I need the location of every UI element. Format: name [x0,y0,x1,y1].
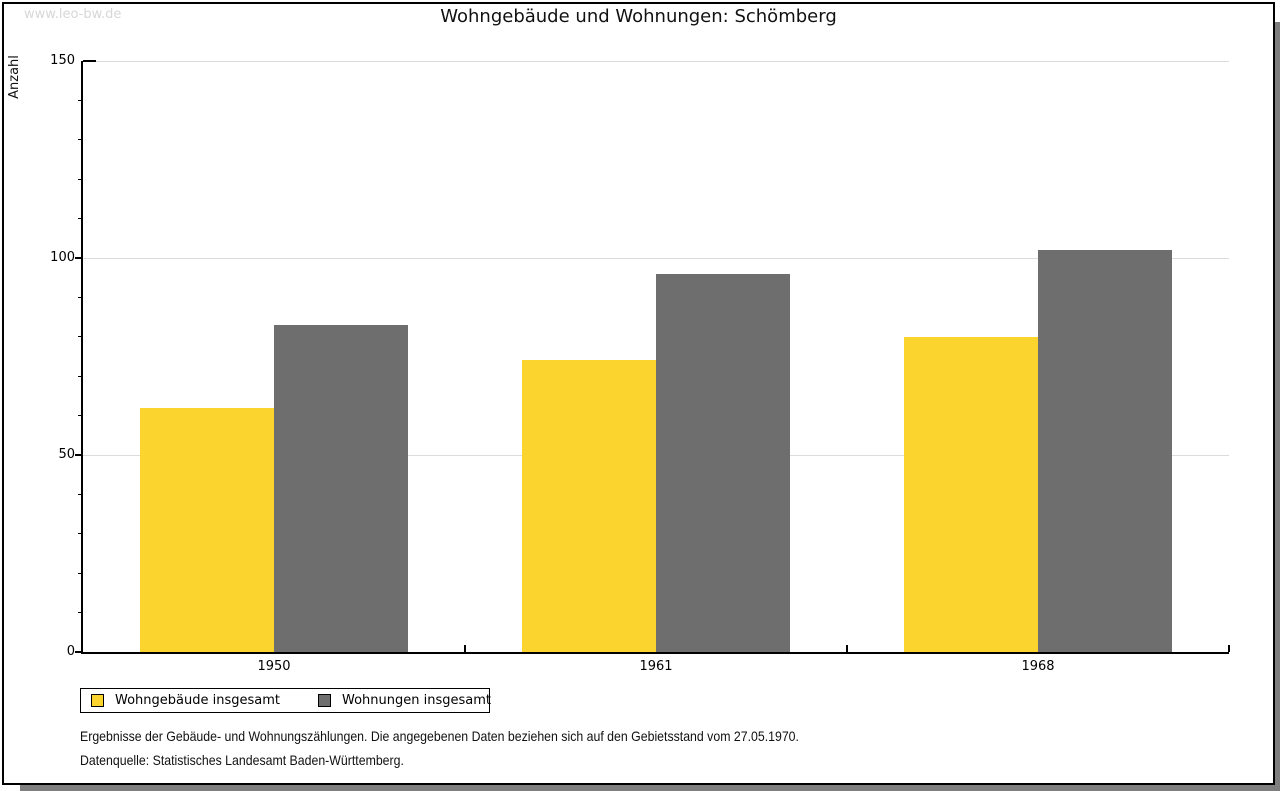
legend-item: Wohnungen insgesamt [318,693,491,708]
y-axis-major-tick [75,454,83,456]
y-axis-minor-tick [78,139,83,141]
y-axis-minor-tick [78,533,83,535]
legend-swatch-icon [318,694,331,707]
bar-1968-series-1 [1038,250,1172,652]
bar-1968-series-0 [904,336,1038,652]
legend: Wohngebäude insgesamt Wohnungen insgesamt [80,688,491,713]
y-axis-tick-label: 0 [66,644,75,659]
legend-item: Wohngebäude insgesamt [91,693,280,708]
footnote-data-source: Datenquelle: Statistisches Landesamt Bad… [80,752,404,768]
x-axis-boundary-tick [464,645,466,652]
y-axis-top-cap [83,60,96,62]
x-axis-boundary-tick [1228,645,1230,652]
y-axis-minor-tick [78,296,83,298]
y-axis-major-tick [75,257,83,259]
y-axis-tick-label: 50 [58,447,75,462]
x-axis-category-label-1968: 1968 [1021,659,1055,674]
bar-1961-series-0 [522,360,656,652]
y-axis-line [81,61,83,652]
bar-1961-series-1 [656,273,790,652]
card-shadow-bottom [20,785,1280,791]
y-axis-major-tick [75,651,83,653]
watermark: www.leo-bw.de [24,7,122,22]
y-axis-minor-tick [78,572,83,574]
legend-item-label: Wohnungen insgesamt [342,693,491,708]
legend-item-label: Wohngebäude insgesamt [115,693,280,708]
y-axis-minor-tick [78,612,83,614]
y-axis-minor-tick [78,178,83,180]
y-axis-minor-tick [78,375,83,377]
y-axis-minor-tick [78,99,83,101]
y-axis-minor-tick [78,415,83,417]
y-axis-minor-tick [78,493,83,495]
gridline [83,258,1229,259]
card-shadow-right [1275,22,1280,791]
y-axis-tick-label: 100 [50,250,75,265]
bar-1950-series-0 [140,407,274,652]
y-axis-tick-label: 150 [50,53,75,68]
x-axis-category-label-1950: 1950 [257,659,291,674]
x-axis-category-label-1961: 1961 [639,659,673,674]
plot-area: 0 50 100 150 1950 1961 1968 [4,4,1273,783]
x-axis-line [81,652,1229,654]
gridline [83,61,1229,62]
footnote-census-note: Ergebnisse der Gebäude- und Wohnungszähl… [80,728,799,744]
legend-swatch-icon [91,694,104,707]
y-axis-minor-tick [78,336,83,338]
bar-1950-series-1 [274,324,408,652]
y-axis-minor-tick [78,218,83,220]
chart-title: Wohngebäude und Wohnungen: Schömberg [440,6,837,27]
x-axis-boundary-tick [846,645,848,652]
